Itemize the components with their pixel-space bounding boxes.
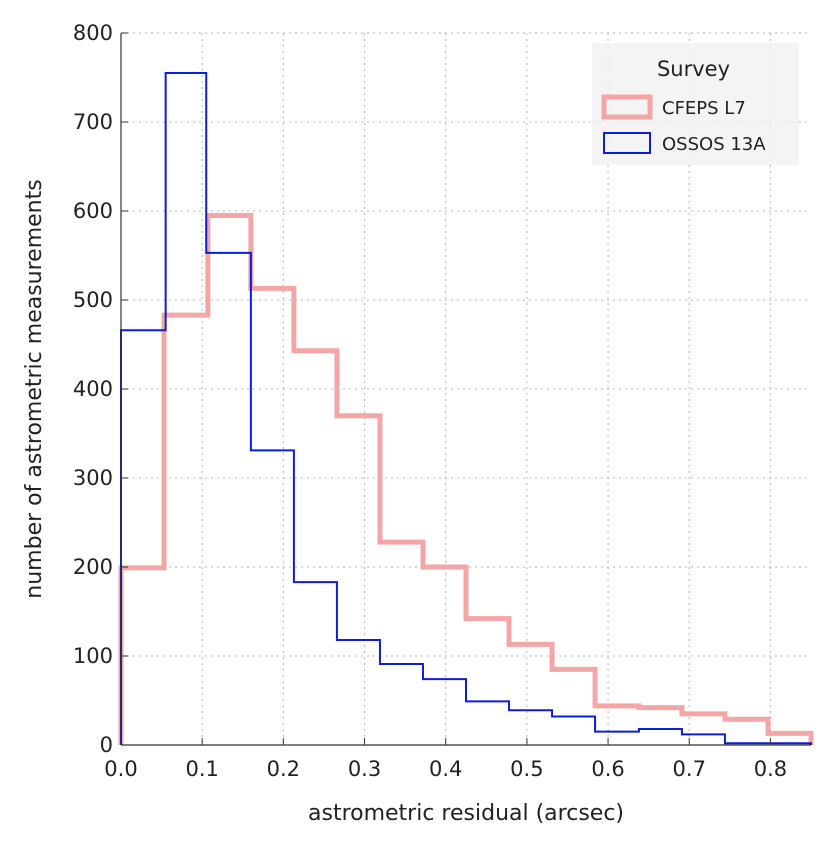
y-tick-label: 300	[73, 466, 113, 490]
y-tick-label: 500	[73, 288, 113, 312]
legend: Survey CFEPS L7 OSSOS 13A	[592, 43, 799, 165]
y-axis-title: number of astrometric measurements	[22, 179, 47, 598]
legend-items: CFEPS L7 OSSOS 13A	[601, 94, 766, 155]
x-tick-labels: 0.0 0.1 0.2 0.3 0.4 0.5 0.6 0.7 0.8	[104, 757, 787, 781]
x-tick-label: 0.3	[348, 757, 381, 781]
histogram-series	[118, 72, 814, 745]
y-tick-labels: 0 100 200 300 400 500 600 700 800	[73, 21, 113, 757]
y-tick-label: 100	[73, 644, 113, 668]
y-tick-label: 800	[73, 21, 113, 45]
y-tick-label: 700	[73, 110, 113, 134]
x-tick-label: 0.8	[754, 757, 787, 781]
x-tick-label: 0.4	[429, 757, 462, 781]
x-tick-label: 0.0	[104, 757, 137, 781]
series-cfeps-l7-step	[118, 212, 814, 745]
x-tick-label: 0.7	[673, 757, 706, 781]
y-tick-label: 200	[73, 555, 113, 579]
legend-swatch	[601, 94, 653, 120]
axes	[120, 32, 811, 746]
x-tick-label: 0.5	[510, 757, 543, 781]
x-axis-title: astrometric residual (arcsec)	[308, 801, 624, 826]
legend-swatch	[603, 132, 651, 154]
series-ossos-13a-step	[120, 72, 812, 745]
legend-label: CFEPS L7	[662, 98, 746, 119]
legend-box	[592, 43, 799, 165]
legend-label: OSSOS 13A	[662, 134, 766, 155]
y-tick-label: 600	[73, 199, 113, 223]
x-tick-label: 0.6	[591, 757, 624, 781]
y-tick-label: 0	[100, 733, 113, 757]
x-tick-label: 0.1	[185, 757, 218, 781]
x-tick-label: 0.2	[267, 757, 300, 781]
legend-title: Survey	[657, 57, 730, 81]
y-tick-label: 400	[73, 377, 113, 401]
